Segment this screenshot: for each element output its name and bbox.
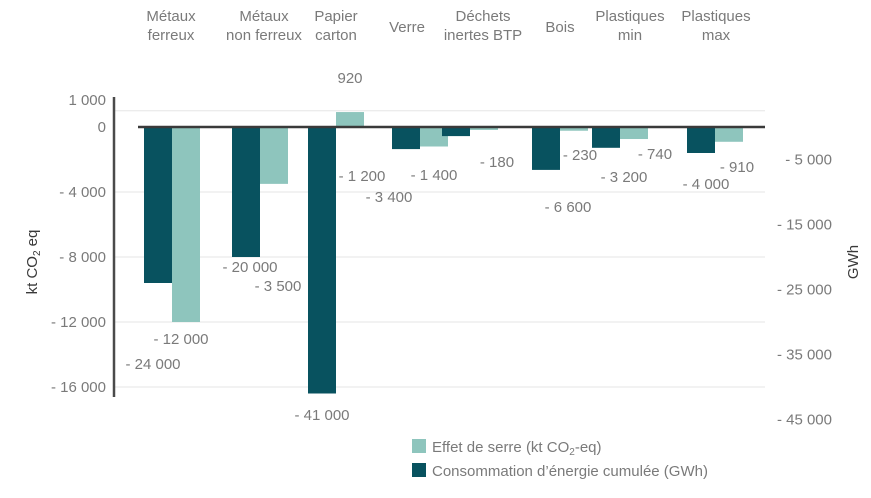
data-label-energy: - 1 400 <box>411 167 458 184</box>
left-tick-label: - 12 000 <box>51 314 106 331</box>
category-label: carton <box>315 27 357 44</box>
category-label: Papier <box>314 8 357 25</box>
data-label-ghg: - 1 200 <box>339 168 386 185</box>
left-tick-label: - 8 000 <box>59 249 106 266</box>
category-label: ferreux <box>148 27 195 44</box>
data-label-energy: - 4 000 <box>683 176 730 193</box>
right-tick-label: - 45 000 <box>777 412 832 429</box>
axis-title-part: 2 <box>32 250 43 256</box>
data-label-energy: - 20 000 <box>222 259 277 276</box>
legend-label: Effet de serre (kt CO2-eq) <box>432 439 602 458</box>
right-axis-title: GWh <box>845 245 862 279</box>
legend-label-text: Effet de serre (kt CO <box>432 439 569 456</box>
right-tick-label: - 25 000 <box>777 282 832 299</box>
category-label: Plastiques <box>681 8 750 25</box>
data-label-ghg: - 12 000 <box>153 331 208 348</box>
bar-ghg <box>336 112 364 127</box>
category-label: Plastiques <box>595 8 664 25</box>
category-label: Verre <box>389 19 425 36</box>
left-tick-label: 0 <box>98 119 106 136</box>
category-label: Déchets <box>455 8 510 25</box>
bars <box>144 112 743 394</box>
data-label-energy: - 3 400 <box>366 189 413 206</box>
bar-energy <box>532 127 560 170</box>
bar-energy <box>392 127 420 150</box>
bar-energy <box>687 127 715 153</box>
left-axis-title: kt CO2 eq <box>24 230 43 295</box>
data-label-ghg: - 910 <box>720 159 754 176</box>
legend: Effet de serre (kt CO2-eq) Consommation d… <box>412 439 708 480</box>
category-label: inertes BTP <box>444 27 522 44</box>
legend-label: Consommation d’énergie cumulée (GWh) <box>432 463 708 480</box>
legend-swatch <box>412 463 426 477</box>
category-label: Bois <box>545 19 574 36</box>
data-label-energy: - 41 000 <box>294 407 349 424</box>
bar-ghg <box>620 127 648 140</box>
category-label: non ferreux <box>226 27 302 44</box>
right-tick-label: - 35 000 <box>777 347 832 364</box>
left-tick-label: - 16 000 <box>51 379 106 396</box>
bar-energy <box>592 127 620 148</box>
bar-ghg <box>470 127 498 130</box>
bar-ghg <box>260 127 288 184</box>
legend-swatch <box>412 439 426 453</box>
data-label-ghg: - 230 <box>563 147 597 164</box>
bar-ghg <box>420 127 448 147</box>
bar-ghg <box>172 127 200 322</box>
category-label: Métaux <box>239 8 289 25</box>
bar-energy <box>144 127 172 283</box>
right-tick-label: - 5 000 <box>785 152 832 169</box>
axis-title-part: eq <box>24 230 41 251</box>
bar-ghg <box>560 127 588 131</box>
bar-ghg <box>715 127 743 142</box>
left-tick-label: - 4 000 <box>59 184 106 201</box>
legend-label-text: Consommation d’énergie cumulée (GWh) <box>432 463 708 480</box>
data-label-energy: - 3 200 <box>601 169 648 186</box>
category-label: Métaux <box>146 8 196 25</box>
data-label-ghg: 920 <box>337 70 362 87</box>
right-axis: - 5 000 - 15 000 - 25 000 - 35 000 - 45 000 <box>777 152 832 429</box>
bar-energy <box>442 127 470 137</box>
left-axis: 1 000 0 - 4 000 - 8 000 - 12 000 - 16 000 <box>51 92 116 397</box>
right-tick-label: - 15 000 <box>777 217 832 234</box>
left-tick-label: 1 000 <box>68 92 106 109</box>
category-label: min <box>618 27 642 44</box>
data-label-ghg: - 740 <box>638 146 672 163</box>
data-label-ghg: - 180 <box>480 154 514 171</box>
data-labels: - 24 000 - 20 000 - 41 000 - 3 400 - 1 400 - … <box>125 70 754 424</box>
legend-label-text: -eq) <box>575 439 602 456</box>
axis-title-part: kt CO <box>24 256 41 294</box>
bar-energy <box>232 127 260 257</box>
category-label: max <box>702 27 731 44</box>
data-label-energy: - 6 600 <box>545 199 592 216</box>
bar-energy <box>308 127 336 394</box>
data-label-ghg: - 3 500 <box>255 278 302 295</box>
data-label-energy: - 24 000 <box>125 356 180 373</box>
legend-label-subscript: 2 <box>569 447 575 458</box>
category-labels: Métaux ferreux Métaux non ferreux Papier cart… <box>146 8 750 44</box>
gridlines <box>113 110 765 388</box>
